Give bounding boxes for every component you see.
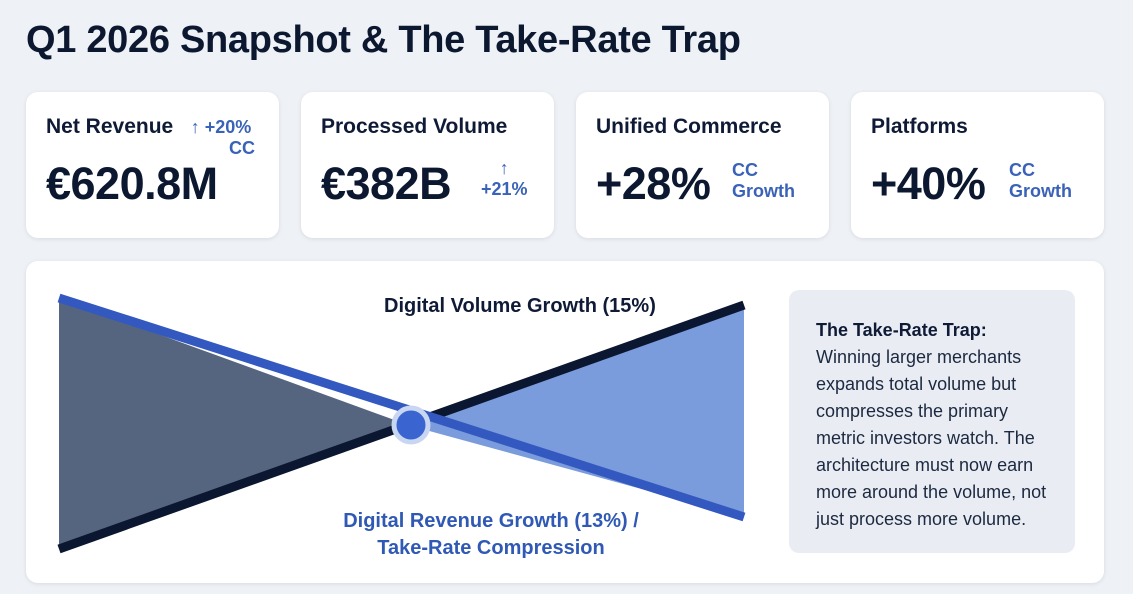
kpi-row: Net Revenue ↑ +20% CC €620.8M Processed … [26, 92, 1104, 238]
note-title: The Take-Rate Trap: [816, 320, 987, 340]
kpi-card-net-revenue: Net Revenue ↑ +20% CC €620.8M [26, 92, 279, 238]
kpi-value: +40% [871, 158, 986, 209]
bowtie-diagram [57, 293, 746, 554]
kpi-value: €382B [321, 158, 452, 209]
kpi-delta-note: Growth [1009, 181, 1072, 201]
kpi-delta: ↑ +20% CC [187, 117, 255, 159]
arrow-up-icon: ↑ [499, 158, 509, 178]
revenue-label-line2: Take-Rate Compression [377, 537, 605, 559]
volume-growth-label: Digital Volume Growth (15%) [384, 295, 656, 317]
revenue-label-line1: Digital Revenue Growth (13%) / [343, 510, 639, 532]
kpi-delta-value: +21% [481, 179, 528, 199]
page-title: Q1 2026 Snapshot & The Take-Rate Trap [26, 19, 741, 61]
left-wedge [59, 298, 411, 549]
kpi-delta-value: CC [1009, 160, 1035, 180]
kpi-delta: CC Growth [732, 160, 795, 202]
kpi-label: Processed Volume [321, 115, 508, 138]
kpi-label: Net Revenue [46, 115, 174, 138]
kpi-delta-value: +20% [204, 117, 252, 137]
right-wedge [411, 305, 744, 517]
kpi-delta-note: Growth [732, 181, 795, 201]
kpi-card-processed-volume: Processed Volume €382B ↑ +21% [301, 92, 554, 238]
kpi-value: €620.8M [46, 158, 218, 209]
intersection-node [391, 405, 431, 445]
kpi-label: Platforms [871, 115, 968, 138]
kpi-card-platforms: Platforms +40% CC Growth [851, 92, 1104, 238]
kpi-card-unified-commerce: Unified Commerce +28% CC Growth [576, 92, 829, 238]
kpi-value: +28% [596, 158, 711, 209]
kpi-delta: CC Growth [1009, 160, 1072, 202]
arrow-up-icon: ↑ [190, 117, 200, 137]
revenue-growth-line [57, 293, 746, 522]
kpi-delta: ↑ +21% [481, 158, 528, 200]
revenue-growth-label: Digital Revenue Growth (13%) / Take-Rate… [326, 508, 656, 562]
kpi-delta-value: CC [732, 160, 758, 180]
take-rate-panel: Digital Volume Growth (15%) Digital Reve… [26, 261, 1104, 583]
take-rate-note: The Take-Rate Trap: Winning larger merch… [789, 290, 1075, 553]
kpi-delta-note: CC [229, 138, 255, 158]
kpi-label: Unified Commerce [596, 115, 782, 138]
note-body: Winning larger merchants expands total v… [816, 347, 1047, 529]
